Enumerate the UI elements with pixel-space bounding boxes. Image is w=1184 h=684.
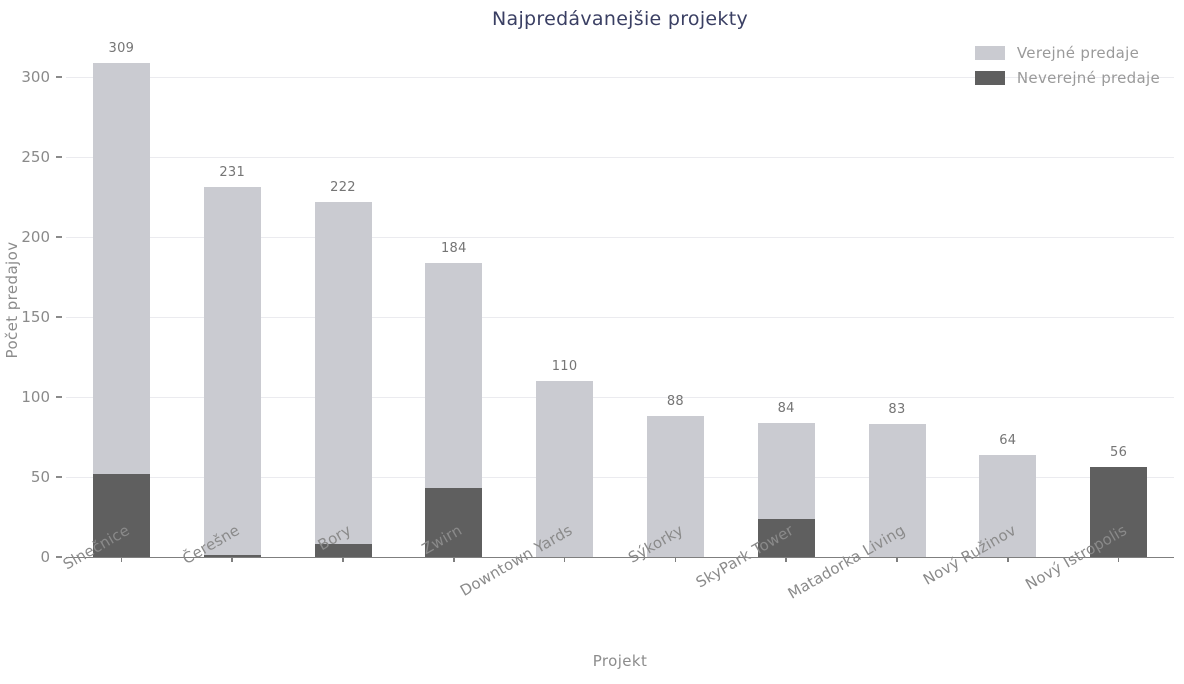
- x-axis-line: [66, 556, 1174, 558]
- y-tick-mark-250: [56, 156, 62, 158]
- bar-total-label-Nový Ružinov: 64: [999, 432, 1017, 448]
- bar-segment-light-Nový Ružinov: [979, 454, 1037, 557]
- bar-total-label-Nový Istropolis: 56: [1110, 445, 1128, 461]
- bar-segment-light-Bory: [314, 201, 372, 545]
- gridline-50: [66, 476, 1174, 478]
- legend-item-neverejne: Neverejné predaje: [974, 69, 1160, 87]
- bar-total-label-SkyPark Tower: 84: [777, 400, 795, 416]
- y-tick-label-300: 300: [21, 68, 50, 86]
- y-tick-label-250: 250: [21, 148, 50, 166]
- legend: Verejné predaje Neverejné predaje: [974, 44, 1160, 87]
- x-tick-mark-SkyPark Tower: [785, 557, 787, 562]
- x-tick-mark-Bory: [342, 557, 344, 562]
- plot-area: 0 50 100 150 200 250 300 309 231 222 184 110 88 84 83 6…: [21, 41, 1174, 566]
- bar-total-label-Zwirn: 184: [440, 240, 467, 256]
- legend-swatch-neverejne: [974, 71, 1005, 85]
- legend-item-verejne: Verejné predaje: [974, 44, 1160, 62]
- x-tick-mark-Downtown Yards: [563, 557, 566, 562]
- bar-segment-dark-Zwirn: [425, 488, 483, 557]
- bar-segment-light-Čerešne: [203, 187, 261, 556]
- chart-title: Najpredávanejšie projekty: [491, 8, 749, 30]
- bar-segment-light-Matadorka Living: [868, 424, 926, 557]
- x-tick-mark-Sýkorky: [674, 557, 677, 562]
- y-tick-mark-100: [56, 396, 62, 398]
- y-tick-label-150: 150: [21, 308, 50, 326]
- gridline-250: [66, 156, 1174, 158]
- x-tick-mark-Zwirn: [453, 557, 455, 562]
- bar-total-label-Sýkorky: 88: [666, 394, 684, 410]
- y-tick-mark-200: [56, 236, 62, 238]
- x-axis-title: Projekt: [592, 652, 648, 670]
- x-tick-mark-Nový Ružinov: [1007, 557, 1009, 562]
- x-tick-mark-Matadorka Living: [896, 557, 898, 562]
- bar-total-label-Downtown Yards: 110: [551, 359, 578, 374]
- y-tick-label-200: 200: [21, 228, 50, 246]
- bar-segment-dark-SkyPark Tower: [757, 518, 815, 557]
- bar-segment-light-SkyPark Tower: [757, 422, 815, 519]
- legend-label-verejne: Verejné predaje: [1016, 44, 1140, 62]
- y-tick-mark-50: [56, 476, 62, 478]
- gridline-100: [66, 396, 1174, 398]
- bar-total-label-Čerešne: 231: [219, 165, 246, 181]
- legend-label-neverejne: Neverejné predaje: [1016, 69, 1160, 87]
- bar-segment-light-Slnečnice: [92, 62, 150, 474]
- y-tick-label-100: 100: [21, 388, 50, 406]
- bar-segment-light-Sýkorky: [646, 416, 704, 557]
- bar-total-label-Slnečnice: 309: [108, 40, 135, 56]
- x-tick-mark-Slnečnice: [120, 557, 123, 562]
- x-tick-mark-Nový Istropolis: [1117, 557, 1120, 562]
- bar-total-label-Bory: 222: [330, 179, 356, 195]
- y-tick-mark-300: [56, 76, 62, 78]
- bar-segment-dark-Nový Istropolis: [1090, 467, 1148, 557]
- bar-segment-dark-Slnečnice: [92, 473, 150, 557]
- bar-segment-light-Downtown Yards: [536, 381, 594, 557]
- y-tick-mark-150: [56, 316, 62, 318]
- legend-swatch-verejne: [974, 46, 1005, 60]
- bar-total-label-Matadorka Living: 83: [888, 402, 906, 418]
- y-tick-label-50: 50: [30, 468, 50, 486]
- bar-segment-dark-Bory: [314, 544, 372, 557]
- x-tick-mark-Čerešne: [231, 557, 233, 562]
- bar-segment-dark-Čerešne: [203, 555, 261, 557]
- gridline-300: [66, 76, 1174, 78]
- bar-segment-light-Zwirn: [425, 262, 483, 489]
- y-tick-label-0: 0: [40, 548, 50, 566]
- gridline-200: [66, 236, 1174, 238]
- gridline-150: [66, 316, 1174, 318]
- y-axis-title: Počet predajov: [3, 241, 21, 359]
- y-tick-mark-0: [56, 556, 62, 558]
